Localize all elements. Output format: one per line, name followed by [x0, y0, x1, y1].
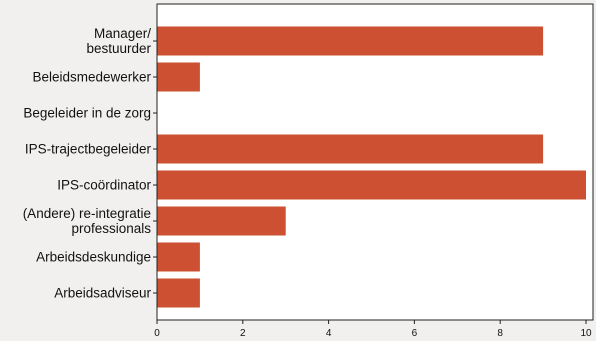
category-label: IPS-trajectbegeleider [25, 142, 152, 157]
bar [157, 206, 286, 236]
category-labels: Manager/bestuurder Beleidsmedewerker Begel… [23, 26, 157, 301]
x-tick-label: 2 [240, 328, 246, 339]
bar [157, 242, 200, 272]
category-label-line: (Andere) re-integratie [23, 206, 151, 221]
x-tick-label: 0 [154, 328, 160, 339]
category-label: Begeleider in de zorg [23, 106, 151, 121]
category-label-line: bestuurder [86, 41, 151, 56]
category-label-line: Begeleider in de zorg [23, 106, 151, 121]
category-label-line: Manager/ [94, 26, 151, 41]
bar [157, 170, 586, 200]
category-label-line: IPS-coördinator [57, 178, 151, 193]
x-tick-label: 6 [412, 328, 418, 339]
x-tick-label: 8 [497, 328, 503, 339]
x-tick-label: 4 [326, 328, 332, 339]
bar [157, 134, 544, 164]
plot-frame [156, 3, 594, 321]
category-label: IPS-coördinator [57, 178, 151, 193]
bar [157, 278, 200, 308]
bar [157, 62, 200, 92]
category-label: Arbeidsdeskundige [36, 250, 151, 265]
category-label-line: Beleidsmedewerker [32, 70, 151, 85]
category-label-line: IPS-trajectbegeleider [25, 142, 152, 157]
category-label-line: professionals [71, 221, 151, 236]
category-label: Beleidsmedewerker [32, 70, 151, 85]
x-tick-label: 10 [580, 328, 592, 339]
bars-group [157, 26, 586, 308]
bar [157, 26, 544, 56]
category-label: (Andere) re-integratie professionals [23, 206, 152, 236]
category-label: Arbeidsadviseur [54, 286, 151, 301]
category-label: Manager/bestuurder [86, 26, 151, 56]
category-label-line: Arbeidsadviseur [54, 286, 151, 301]
category-label-line: Arbeidsdeskundige [36, 250, 151, 265]
x-axis: 0 2 4 6 8 10 [154, 320, 592, 339]
